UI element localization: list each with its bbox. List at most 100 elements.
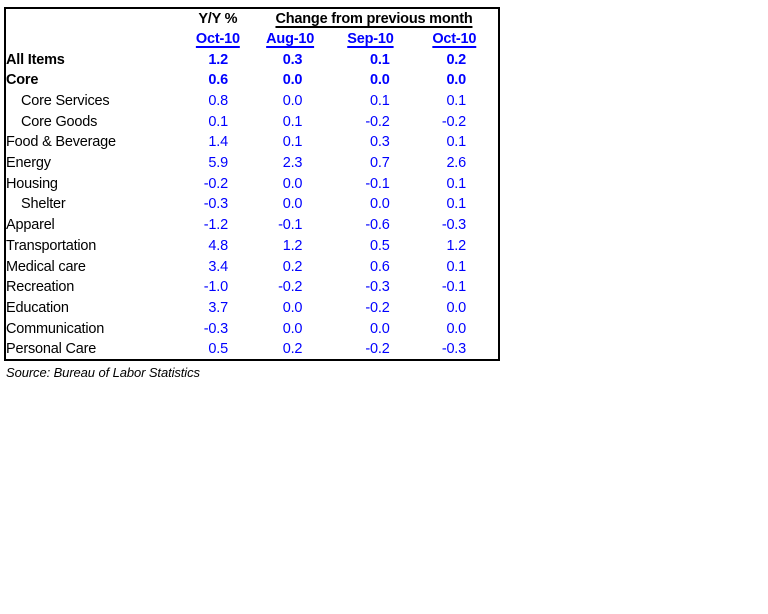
table-row-core-goods: Core Goods 0.1 0.1 -0.2 -0.2 (5, 112, 499, 133)
cell-value: -0.6 (365, 217, 390, 234)
row-label: Housing (6, 175, 58, 192)
cell-value: 0.0 (370, 72, 390, 89)
cell-value: 0.7 (370, 155, 390, 172)
table-row-recreation: Recreation -1.0 -0.2 -0.3 -0.1 (5, 277, 499, 298)
cell-value: 1.2 (208, 51, 228, 68)
row-label: Communication (6, 320, 105, 337)
cell-value: 2.3 (282, 155, 303, 172)
header-empty-cell (5, 29, 186, 50)
cell-value: -0.1 (365, 175, 390, 192)
cell-value: 0.6 (370, 258, 390, 275)
cell-value: 0.2 (282, 340, 303, 357)
month-header-aug10: Aug-10 (266, 30, 315, 47)
cell-value: 0.2 (282, 258, 303, 275)
cell-value: 0.0 (282, 320, 303, 337)
cell-value: 0.1 (370, 51, 390, 68)
row-label: Shelter (21, 196, 66, 213)
change-from-previous-month-header: Change from previous month (275, 10, 473, 27)
cell-value: 4.8 (208, 237, 228, 254)
cell-value: 0.0 (370, 320, 390, 337)
table-row-core-services: Core Services 0.8 0.0 0.1 0.1 (5, 91, 499, 112)
cell-value: 5.9 (208, 155, 228, 172)
row-label: Recreation (6, 279, 75, 296)
cell-value: -0.2 (365, 299, 390, 316)
table-row-medical-care: Medical care 3.4 0.2 0.6 0.1 (5, 256, 499, 277)
cell-value: 0.0 (446, 320, 466, 337)
cell-value: -0.3 (203, 196, 228, 213)
table-row-core: Core 0.6 0.0 0.0 0.0 (5, 70, 499, 91)
cell-value: 0.2 (446, 51, 466, 68)
month-header-row: Oct-10 Aug-10 Sep-10 Oct-10 (5, 29, 499, 50)
table-row-personal-care: Personal Care 0.5 0.2 -0.2 -0.3 (5, 339, 499, 360)
month-header-oct10: Oct-10 (432, 30, 477, 47)
cell-value: 0.3 (370, 134, 390, 151)
cell-value: 0.1 (446, 196, 466, 213)
header-group-row: Y/Y % Change from previous month (5, 8, 499, 29)
cell-value: 0.8 (208, 92, 228, 109)
cell-value: 0.0 (282, 196, 303, 213)
cell-value: 0.5 (370, 237, 390, 254)
cell-value: 1.2 (446, 237, 466, 254)
cell-value: 0.1 (208, 113, 228, 130)
cell-value: 0.1 (446, 92, 466, 109)
cell-value: 3.4 (208, 258, 228, 275)
row-label: All Items (6, 51, 65, 68)
month-header-oct10-yy: Oct-10 (195, 30, 240, 47)
cell-value: -0.1 (278, 217, 303, 234)
cell-value: 0.5 (208, 340, 228, 357)
cell-value: 0.0 (446, 299, 466, 316)
table-row-shelter: Shelter -0.3 0.0 0.0 0.1 (5, 194, 499, 215)
cell-value: -0.2 (203, 175, 228, 192)
cell-value: 0.0 (282, 92, 303, 109)
cell-value: 2.6 (446, 155, 466, 172)
cell-value: -0.3 (203, 320, 228, 337)
table-row-food-beverage: Food & Beverage 1.4 0.1 0.3 0.1 (5, 132, 499, 153)
row-label: Education (6, 299, 69, 316)
cell-value: 0.0 (446, 72, 466, 89)
cell-value: 0.1 (446, 175, 466, 192)
cpi-table: Y/Y % Change from previous month Oct-10 … (4, 7, 500, 361)
row-label: Core Goods (21, 113, 98, 130)
cell-value: 1.2 (282, 237, 303, 254)
row-label: Apparel (6, 217, 55, 234)
cell-value: -1.0 (203, 279, 228, 296)
table-row-communication: Communication -0.3 0.0 0.0 0.0 (5, 319, 499, 340)
row-label: Personal Care (6, 340, 97, 357)
cell-value: 0.0 (282, 72, 303, 89)
table-row-housing: Housing -0.2 0.0 -0.1 0.1 (5, 174, 499, 195)
cell-value: 0.1 (282, 113, 303, 130)
cell-value: 0.1 (446, 134, 466, 151)
cell-value: 0.1 (282, 134, 303, 151)
month-header-sep10: Sep-10 (347, 30, 394, 47)
cell-value: 0.0 (282, 175, 303, 192)
cell-value: 0.1 (446, 258, 466, 275)
cell-value: 3.7 (208, 299, 228, 316)
cell-value: -0.2 (365, 340, 390, 357)
row-label: Core (6, 72, 39, 89)
cell-value: -0.3 (441, 340, 466, 357)
cell-value: -0.2 (278, 279, 303, 296)
row-label: Core Services (21, 92, 110, 109)
row-label: Food & Beverage (6, 134, 116, 151)
cell-value: 1.4 (208, 134, 228, 151)
table-row-transportation: Transportation 4.8 1.2 0.5 1.2 (5, 236, 499, 257)
cell-value: -0.2 (441, 113, 466, 130)
yy-percent-header: Y/Y % (198, 10, 238, 27)
cell-value: -0.3 (441, 217, 466, 234)
row-label: Medical care (6, 258, 86, 275)
cell-value: -0.1 (441, 279, 466, 296)
row-label: Transportation (6, 237, 97, 254)
table-row-energy: Energy 5.9 2.3 0.7 2.6 (5, 153, 499, 174)
cell-value: -1.2 (203, 217, 228, 234)
cell-value: 0.6 (208, 72, 228, 89)
cell-value: 0.1 (370, 92, 390, 109)
cell-value: 0.0 (282, 299, 303, 316)
cell-value: -0.2 (365, 113, 390, 130)
cell-value: 0.0 (370, 196, 390, 213)
table-row-apparel: Apparel -1.2 -0.1 -0.6 -0.3 (5, 215, 499, 236)
cell-value: -0.3 (365, 279, 390, 296)
header-empty-cell (5, 8, 186, 29)
source-note: Source: Bureau of Labor Statistics (6, 365, 200, 380)
row-label: Energy (6, 155, 51, 172)
